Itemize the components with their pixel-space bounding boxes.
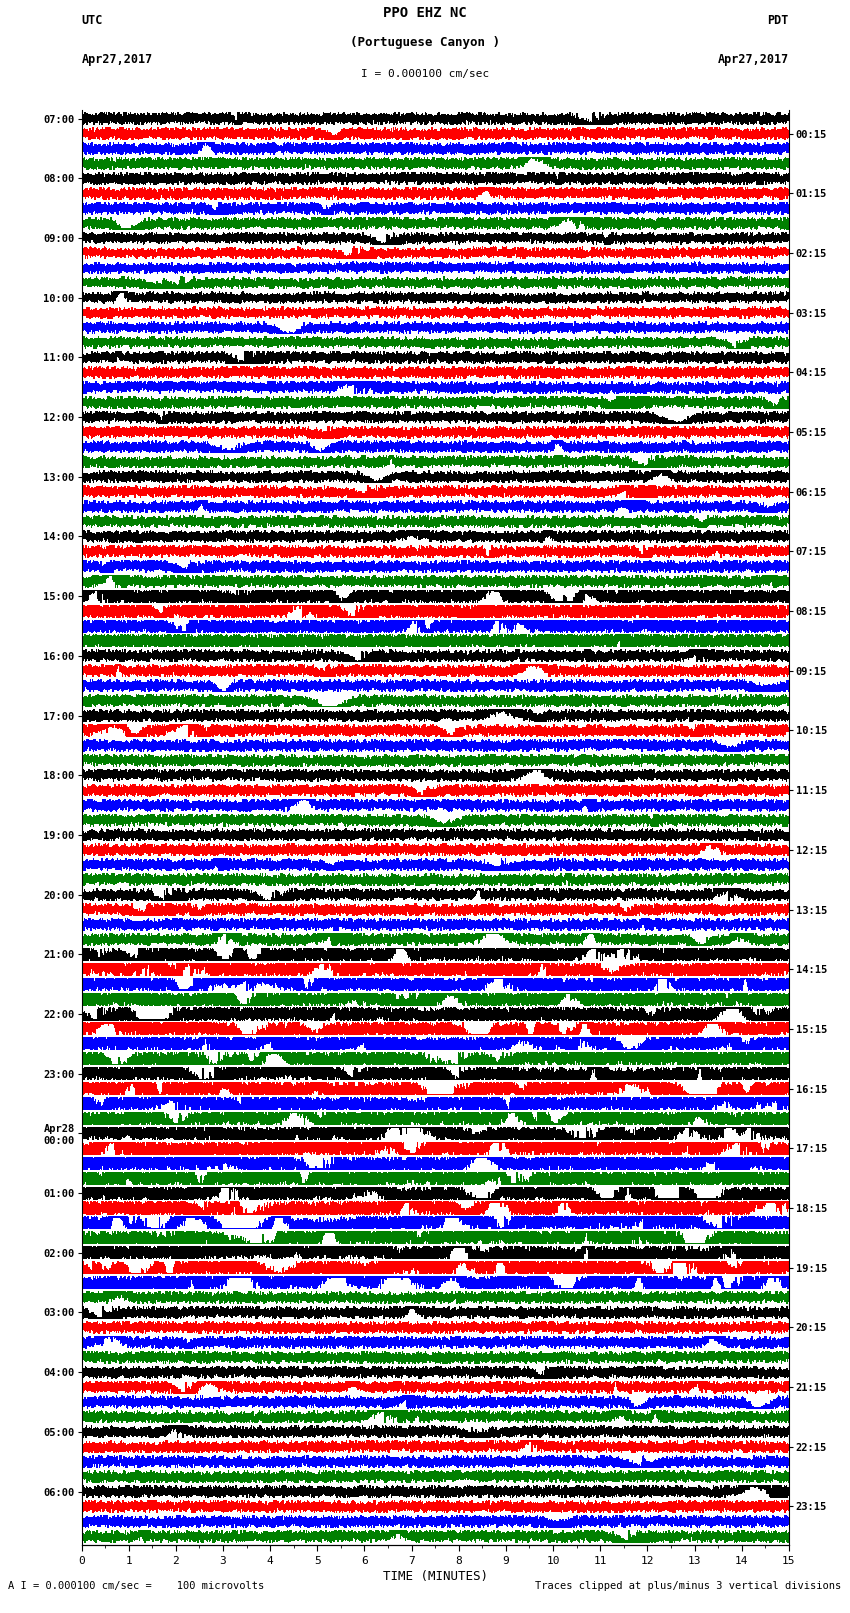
X-axis label: TIME (MINUTES): TIME (MINUTES) [382,1569,488,1582]
Text: A I = 0.000100 cm/sec =    100 microvolts: A I = 0.000100 cm/sec = 100 microvolts [8,1581,264,1590]
Text: Traces clipped at plus/minus 3 vertical divisions: Traces clipped at plus/minus 3 vertical … [536,1581,842,1590]
Text: I = 0.000100 cm/sec: I = 0.000100 cm/sec [361,69,489,79]
Text: UTC: UTC [82,15,103,27]
Text: (Portuguese Canyon ): (Portuguese Canyon ) [350,37,500,50]
Text: PPO EHZ NC: PPO EHZ NC [383,6,467,19]
Text: Apr27,2017: Apr27,2017 [82,53,153,66]
Text: Apr27,2017: Apr27,2017 [717,53,789,66]
Text: PDT: PDT [768,15,789,27]
